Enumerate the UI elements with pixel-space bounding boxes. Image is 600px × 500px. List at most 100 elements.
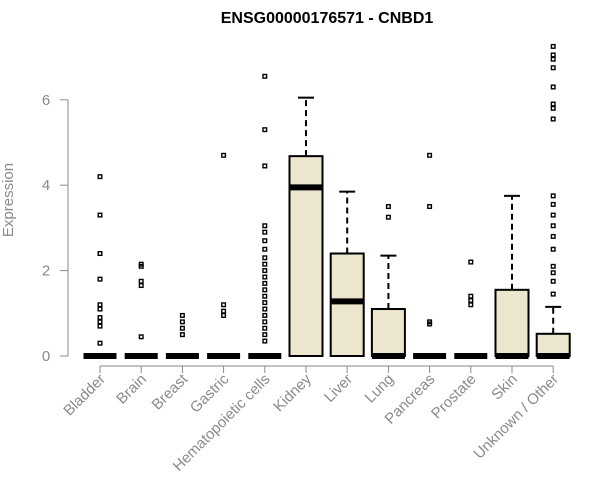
outlier-point: [262, 280, 268, 286]
outlier-point: [262, 332, 268, 338]
outlier-point: [97, 315, 103, 321]
outlier-point: [221, 302, 227, 308]
outlier-point: [550, 101, 556, 107]
box-group: [207, 152, 241, 359]
outlier-point: [550, 223, 556, 229]
outlier-point: [97, 302, 103, 308]
outlier-point: [385, 204, 391, 210]
box-group: [124, 261, 158, 359]
outlier-point: [385, 214, 391, 220]
x-tick-label: Liver: [321, 371, 356, 406]
outlier-point: [262, 163, 268, 169]
outlier-point: [97, 319, 103, 325]
outlier-point: [97, 251, 103, 257]
outlier-point: [550, 43, 556, 49]
outlier-point: [262, 300, 268, 306]
box-group: [413, 152, 447, 359]
y-tick-label: 0: [42, 348, 50, 365]
outlier-point: [550, 278, 556, 284]
outlier-point: [221, 308, 227, 314]
outlier-point: [468, 259, 474, 265]
box-group: [165, 312, 199, 359]
outlier-point: [179, 312, 185, 318]
outlier-point: [550, 291, 556, 297]
x-tick-label: Skin: [488, 371, 521, 404]
outlier-point: [179, 325, 185, 331]
outlier-point: [550, 56, 556, 62]
outlier-point: [550, 212, 556, 218]
y-tick-label: 4: [42, 177, 50, 194]
outlier-point: [262, 73, 268, 79]
outlier-point: [550, 233, 556, 239]
outlier-point: [550, 65, 556, 71]
x-tick-label: Breast: [149, 370, 192, 413]
outlier-point: [262, 223, 268, 229]
outlier-point: [97, 340, 103, 346]
outlier-point: [262, 127, 268, 133]
outlier-point: [221, 312, 227, 318]
x-tick-label: Bladder: [60, 371, 109, 420]
box-group: [454, 259, 488, 359]
outlier-point: [427, 319, 433, 325]
outlier-point: [262, 274, 268, 280]
outlier-point: [550, 193, 556, 199]
outlier-point: [550, 116, 556, 122]
outlier-point: [138, 283, 144, 289]
outlier-point: [262, 238, 268, 244]
outlier-point: [550, 84, 556, 90]
box-group: [288, 96, 324, 357]
outlier-point: [97, 174, 103, 180]
outlier-point: [550, 270, 556, 276]
box-group: [83, 174, 117, 359]
axes: 0 2 4 6: [42, 92, 554, 373]
outlier-point: [262, 338, 268, 344]
outlier-point: [550, 201, 556, 207]
box-iqr: [370, 308, 406, 358]
outlier-point: [262, 287, 268, 293]
outlier-point: [468, 302, 474, 308]
outlier-point: [262, 325, 268, 331]
outlier-point: [138, 278, 144, 284]
box-iqr: [329, 252, 365, 358]
outlier-point: [262, 229, 268, 235]
outlier-point: [427, 204, 433, 210]
outlier-point: [97, 212, 103, 218]
box-group: [248, 73, 282, 359]
outlier-point: [97, 306, 103, 312]
outlier-point: [138, 334, 144, 340]
chart-title: ENSG00000176571 - CNBD1: [221, 10, 434, 27]
box-group: [370, 204, 406, 359]
x-tick-label: Lung: [362, 371, 398, 407]
y-tick-label: 6: [42, 92, 50, 109]
outlier-point: [550, 52, 556, 58]
outlier-point: [262, 306, 268, 312]
outlier-point: [262, 312, 268, 318]
box-group: [329, 190, 365, 358]
outlier-point: [138, 261, 144, 267]
x-tick-label: Prostate: [428, 371, 480, 423]
outlier-point: [97, 323, 103, 329]
box-iqr: [494, 288, 530, 358]
outlier-point: [97, 276, 103, 282]
outlier-point: [468, 293, 474, 299]
box-group: [535, 43, 571, 359]
outlier-point: [179, 332, 185, 338]
outlier-point: [179, 319, 185, 325]
outlier-point: [468, 297, 474, 303]
outlier-point: [221, 152, 227, 158]
outlier-point: [427, 152, 433, 158]
outlier-point: [262, 319, 268, 325]
outlier-point: [262, 268, 268, 274]
y-axis-label: Expression: [0, 163, 17, 237]
outlier-point: [262, 293, 268, 299]
y-tick-label: 2: [42, 263, 50, 280]
outlier-point: [550, 105, 556, 111]
boxes-layer: [83, 43, 571, 359]
outlier-point: [262, 261, 268, 267]
box-iqr: [535, 332, 571, 357]
outlier-point: [262, 246, 268, 252]
box-group: [494, 194, 530, 359]
